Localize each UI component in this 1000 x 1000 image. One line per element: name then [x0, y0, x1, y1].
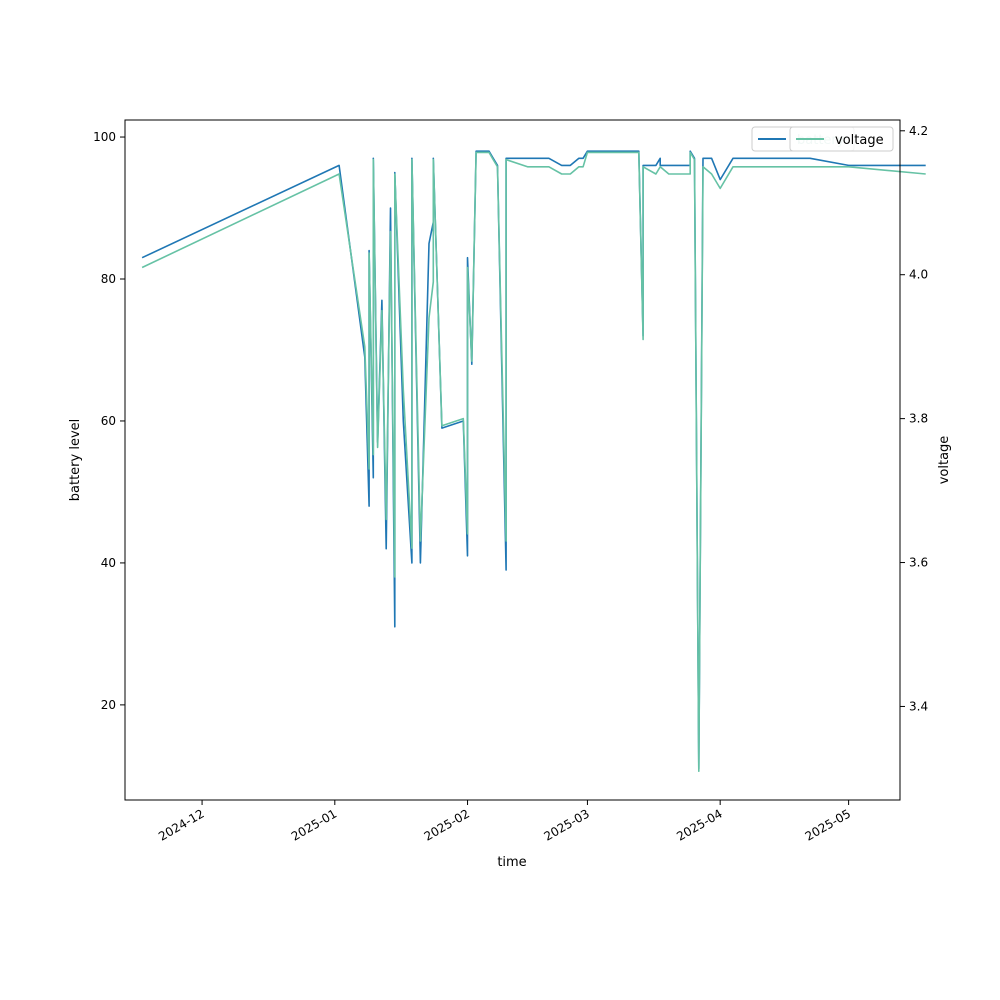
x-tick-label: 2025-04 — [674, 806, 724, 843]
series-line-voltage — [141, 151, 926, 773]
y2-tick-label: 4.0 — [909, 268, 928, 282]
y-tick-label: 20 — [101, 698, 116, 712]
x-axis-label: time — [497, 855, 526, 870]
plot-frame — [124, 119, 901, 801]
y2-tick-label: 3.8 — [909, 412, 928, 426]
y2-axis-label: voltage — [937, 436, 952, 485]
x-axis-ticks: 2024-12 2025-01 2025-02 2025-03 2025-04 2025-… — [156, 800, 853, 844]
x-tick-label: 2025-05 — [803, 806, 853, 843]
y-tick-label: 100 — [93, 130, 116, 144]
y2-tick-label: 3.4 — [909, 699, 928, 713]
x-tick-label: 2024-12 — [156, 806, 206, 843]
y-tick-label: 80 — [101, 272, 116, 286]
y-axis-ticks: 20 40 60 80 100 — [93, 130, 125, 712]
y2-tick-label: 4.2 — [909, 124, 928, 138]
x-tick-label: 2025-03 — [541, 806, 591, 843]
legend-label-voltage: voltage — [835, 133, 884, 148]
y2-tick-label: 3.6 — [909, 556, 928, 570]
series-line-battery — [141, 150, 926, 770]
x-tick-label: 2025-01 — [289, 806, 339, 843]
y2-axis-ticks: 3.4 3.6 3.8 4.0 4.2 — [900, 124, 928, 713]
legend-box-voltage — [789, 126, 894, 152]
y-tick-label: 40 — [101, 556, 116, 570]
series-layer — [141, 150, 926, 773]
y-tick-label: 60 — [101, 414, 116, 428]
x-tick-label: 2025-02 — [422, 806, 472, 843]
legend-voltage: voltage — [789, 126, 894, 152]
y-axis-label: battery level — [68, 419, 83, 502]
